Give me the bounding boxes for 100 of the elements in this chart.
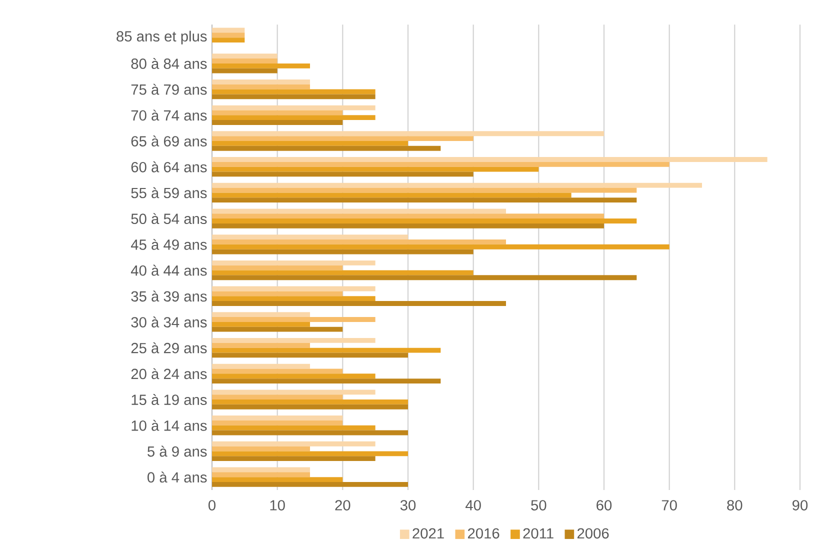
y-tick-label: 55 à 59 ans [131,187,207,198]
bar [212,291,343,296]
bar [212,234,408,240]
y-tick-label: 45 à 49 ans [130,238,207,250]
bar [212,260,376,266]
bar [212,244,670,250]
bar [212,188,637,193]
bar [212,146,441,151]
y-tick-label: 5 à 9 ans [148,446,207,457]
bar [212,472,310,478]
y-tick-label: 75 à 79 ans [131,84,207,95]
legend-label: 2016 [468,528,500,539]
legend-label: 2006 [577,528,609,539]
bar [212,192,572,198]
bar [212,400,408,404]
bar [212,404,408,410]
bar [212,84,310,90]
bar [212,223,604,228]
bar [212,28,245,33]
bar [212,249,474,254]
y-tick-label: 30 à 34 ans [131,316,207,328]
bar [212,162,670,167]
bar [212,214,604,219]
bar [212,131,604,136]
bar [212,441,376,446]
bar [212,378,441,384]
bar [212,265,343,270]
y-tick-label: 70 à 74 ans [131,110,207,121]
bar [212,136,474,142]
bar [212,120,343,125]
bar [212,390,376,395]
bar [212,374,376,379]
x-tick-label: 30 [400,500,416,510]
x-tick-label: 80 [727,500,742,510]
bar [212,326,343,332]
x-tick-label: 20 [335,500,350,510]
y-tick-label: 35 à 39 ans [131,290,207,302]
bar [212,456,376,462]
bar [212,89,376,94]
bar [212,218,637,224]
x-tick-label: 90 [792,500,808,510]
legend-label: 2021 [412,528,444,539]
bar [212,275,637,280]
x-tick-label: 60 [596,500,612,510]
y-tick-label: 20 à 24 ans [131,368,207,380]
bar [212,58,278,64]
bar [212,322,310,327]
legend-label: 2011 [523,528,554,539]
bar [212,166,539,172]
bar [212,416,343,420]
bar [212,364,310,369]
bar [212,296,376,302]
bar [212,32,245,38]
bar [212,342,310,348]
x-tick-label: 70 [662,500,677,510]
y-tick-label: 85 ans et plus [116,30,207,44]
bar [212,451,408,456]
bar [212,348,441,353]
bar [212,182,702,188]
bar [212,477,343,482]
bar [212,446,310,452]
y-tick-label: 50 à 54 ans [131,213,207,224]
bar [212,430,408,436]
bar [212,394,343,400]
bar [212,110,343,116]
bar [212,68,278,74]
bar [212,420,343,426]
bar [212,172,474,177]
bar [212,115,376,120]
bar [212,352,408,358]
bar [212,338,376,343]
bar [212,425,376,430]
y-tick-label: 0 à 4 ans [148,472,207,483]
bar [212,301,506,306]
y-tick-label: 25 à 29 ans [131,342,207,354]
x-tick-label: 40 [466,500,481,510]
bar [212,198,637,203]
bar [212,208,506,214]
x-tick-label: 10 [270,500,285,510]
bar [212,482,408,487]
y-tick-label: 80 à 84 ans [131,58,207,69]
bar [212,105,376,110]
bar [212,286,376,292]
y-tick-label: 65 à 69 ans [131,136,207,146]
bar [212,467,310,472]
bar [212,157,768,162]
y-tick-label: 15 à 19 ans [132,394,207,405]
x-tick-label: 50 [531,500,546,510]
bar [212,94,376,100]
y-tick-label: 10 à 14 ans [132,420,207,431]
bar [212,240,506,244]
bar [212,141,408,146]
bar [212,317,376,322]
bar [212,38,245,43]
y-tick-label: 60 à 64 ans [131,161,207,172]
bar [212,270,474,276]
bar [212,368,343,374]
bar [212,79,310,84]
bar [212,63,310,68]
bar [212,312,310,318]
